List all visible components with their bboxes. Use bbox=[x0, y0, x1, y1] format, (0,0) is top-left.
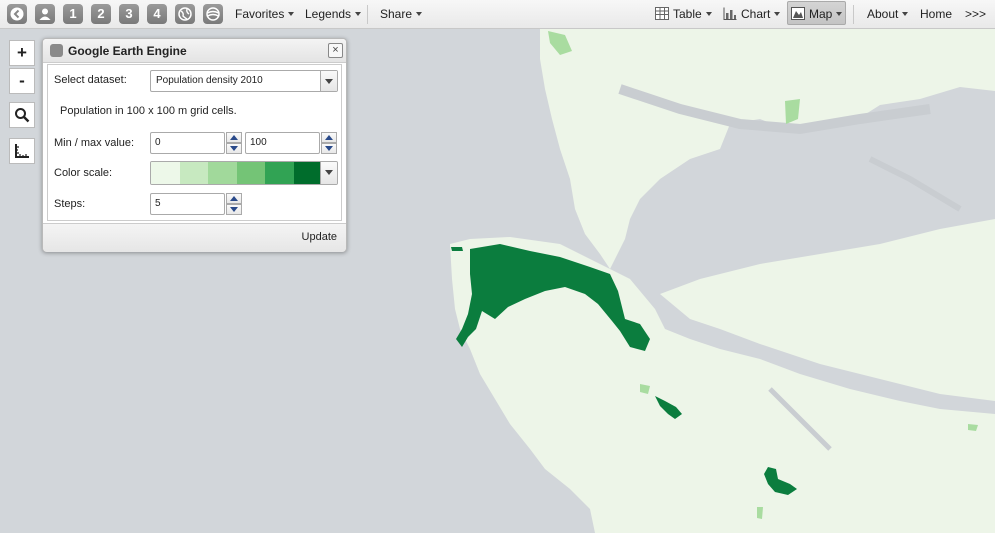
color-scale-select[interactable] bbox=[150, 161, 338, 185]
panel-title: Google Earth Engine bbox=[68, 44, 187, 58]
toolbar-divider bbox=[367, 5, 368, 24]
user-icon bbox=[39, 8, 51, 20]
favorites-label: Favorites bbox=[235, 7, 285, 21]
increment-icon[interactable] bbox=[321, 132, 337, 143]
land-east bbox=[660, 219, 995, 401]
ruler-icon bbox=[15, 144, 29, 158]
chevron-down-icon bbox=[902, 11, 909, 16]
color-swatch bbox=[208, 162, 237, 184]
panel-footer: Update bbox=[43, 223, 346, 252]
table-label: Table bbox=[673, 7, 702, 21]
share-label: Share bbox=[380, 7, 413, 21]
dataset-value: Population density 2010 bbox=[156, 75, 263, 86]
chevron-down-icon bbox=[320, 162, 337, 184]
home-link[interactable]: Home bbox=[920, 7, 953, 21]
steps-input[interactable]: 5 bbox=[150, 193, 225, 215]
search-button[interactable] bbox=[9, 102, 35, 128]
favorites-menu[interactable]: Favorites bbox=[235, 0, 295, 28]
search-icon bbox=[15, 108, 30, 123]
legends-label: Legends bbox=[305, 7, 352, 21]
about-label: About bbox=[867, 7, 899, 21]
color-swatch bbox=[151, 162, 180, 184]
increment-icon[interactable] bbox=[226, 132, 242, 143]
globe-button[interactable] bbox=[175, 4, 195, 24]
earth-engine-button[interactable] bbox=[203, 4, 223, 24]
legends-menu[interactable]: Legends bbox=[305, 0, 362, 28]
dataset-select[interactable]: Population density 2010 bbox=[150, 70, 338, 92]
high-density-area bbox=[451, 247, 463, 251]
chevron-down-icon bbox=[320, 71, 337, 91]
zoom-out-button[interactable]: - bbox=[9, 68, 35, 94]
chevron-down-icon bbox=[288, 11, 295, 16]
high-density-area bbox=[456, 244, 650, 351]
measure-button[interactable] bbox=[9, 138, 35, 164]
bay-channel bbox=[618, 84, 931, 135]
toolbar-divider bbox=[853, 5, 854, 24]
decrement-icon[interactable] bbox=[226, 204, 242, 215]
color-swatch bbox=[237, 162, 265, 184]
low-density-patch bbox=[968, 424, 978, 431]
table-menu[interactable]: Table bbox=[655, 0, 712, 28]
steps-label: Steps: bbox=[54, 198, 86, 210]
low-density-patch bbox=[548, 31, 572, 55]
dataset-description: Population in 100 x 100 m grid cells. bbox=[60, 105, 237, 117]
close-icon[interactable]: × bbox=[328, 43, 343, 58]
chevron-down-icon bbox=[416, 11, 423, 16]
more-link[interactable]: >>> bbox=[965, 7, 987, 21]
about-menu[interactable]: About bbox=[867, 0, 909, 28]
view-2-button[interactable]: 2 bbox=[91, 4, 111, 24]
earth-engine-panel: Google Earth Engine × Select dataset: Po… bbox=[42, 38, 347, 252]
chevron-down-icon bbox=[836, 11, 843, 16]
chart-menu[interactable]: Chart bbox=[723, 0, 781, 28]
decrement-icon[interactable] bbox=[226, 143, 242, 154]
river-channel bbox=[868, 156, 962, 212]
view-3-button[interactable]: 3 bbox=[119, 4, 139, 24]
color-swatch bbox=[180, 162, 208, 184]
map-icon bbox=[791, 7, 805, 21]
max-value-stepper[interactable] bbox=[321, 132, 337, 154]
minmax-label: Min / max value: bbox=[54, 137, 135, 149]
low-density-patch bbox=[640, 384, 650, 394]
view-4-button[interactable]: 4 bbox=[147, 4, 167, 24]
color-swatch bbox=[294, 162, 322, 184]
chevron-down-icon bbox=[355, 11, 362, 16]
map-menu[interactable]: Map bbox=[787, 1, 846, 25]
globe-icon bbox=[178, 7, 192, 21]
high-density-area bbox=[655, 396, 682, 419]
low-density-patch bbox=[757, 507, 763, 519]
decrement-icon[interactable] bbox=[321, 143, 337, 154]
share-menu[interactable]: Share bbox=[380, 0, 423, 28]
zoom-in-button[interactable]: + bbox=[9, 40, 35, 66]
earth-engine-logo-icon bbox=[50, 44, 63, 57]
top-toolbar: 1 2 3 4 Favorites Legends Share Table Ch… bbox=[0, 0, 995, 29]
max-value-input[interactable]: 100 bbox=[245, 132, 320, 154]
chart-icon bbox=[723, 7, 737, 21]
increment-icon[interactable] bbox=[226, 193, 242, 204]
panel-body: Select dataset: Population density 2010 … bbox=[47, 64, 342, 221]
high-density-area bbox=[764, 467, 797, 495]
chevron-down-icon bbox=[705, 11, 712, 16]
chevron-down-icon bbox=[774, 11, 781, 16]
update-button[interactable]: Update bbox=[301, 231, 337, 243]
chart-label: Chart bbox=[741, 7, 771, 21]
steps-stepper[interactable] bbox=[226, 193, 242, 215]
color-swatch bbox=[265, 162, 294, 184]
color-scale-label: Color scale: bbox=[54, 167, 113, 179]
view-1-button[interactable]: 1 bbox=[63, 4, 83, 24]
back-button[interactable] bbox=[7, 4, 27, 24]
min-value-stepper[interactable] bbox=[226, 132, 242, 154]
user-button[interactable] bbox=[35, 4, 55, 24]
table-icon bbox=[655, 7, 669, 21]
slough-channel bbox=[768, 387, 832, 451]
low-density-patch bbox=[785, 99, 800, 124]
land-south bbox=[450, 237, 995, 533]
min-value-input[interactable]: 0 bbox=[150, 132, 225, 154]
land-north bbox=[540, 29, 995, 269]
panel-header: Google Earth Engine × bbox=[43, 39, 346, 63]
earth-engine-icon bbox=[206, 7, 220, 21]
back-arrow-icon bbox=[10, 7, 24, 21]
dataset-label: Select dataset: bbox=[54, 74, 127, 86]
map-label: Map bbox=[809, 7, 833, 21]
